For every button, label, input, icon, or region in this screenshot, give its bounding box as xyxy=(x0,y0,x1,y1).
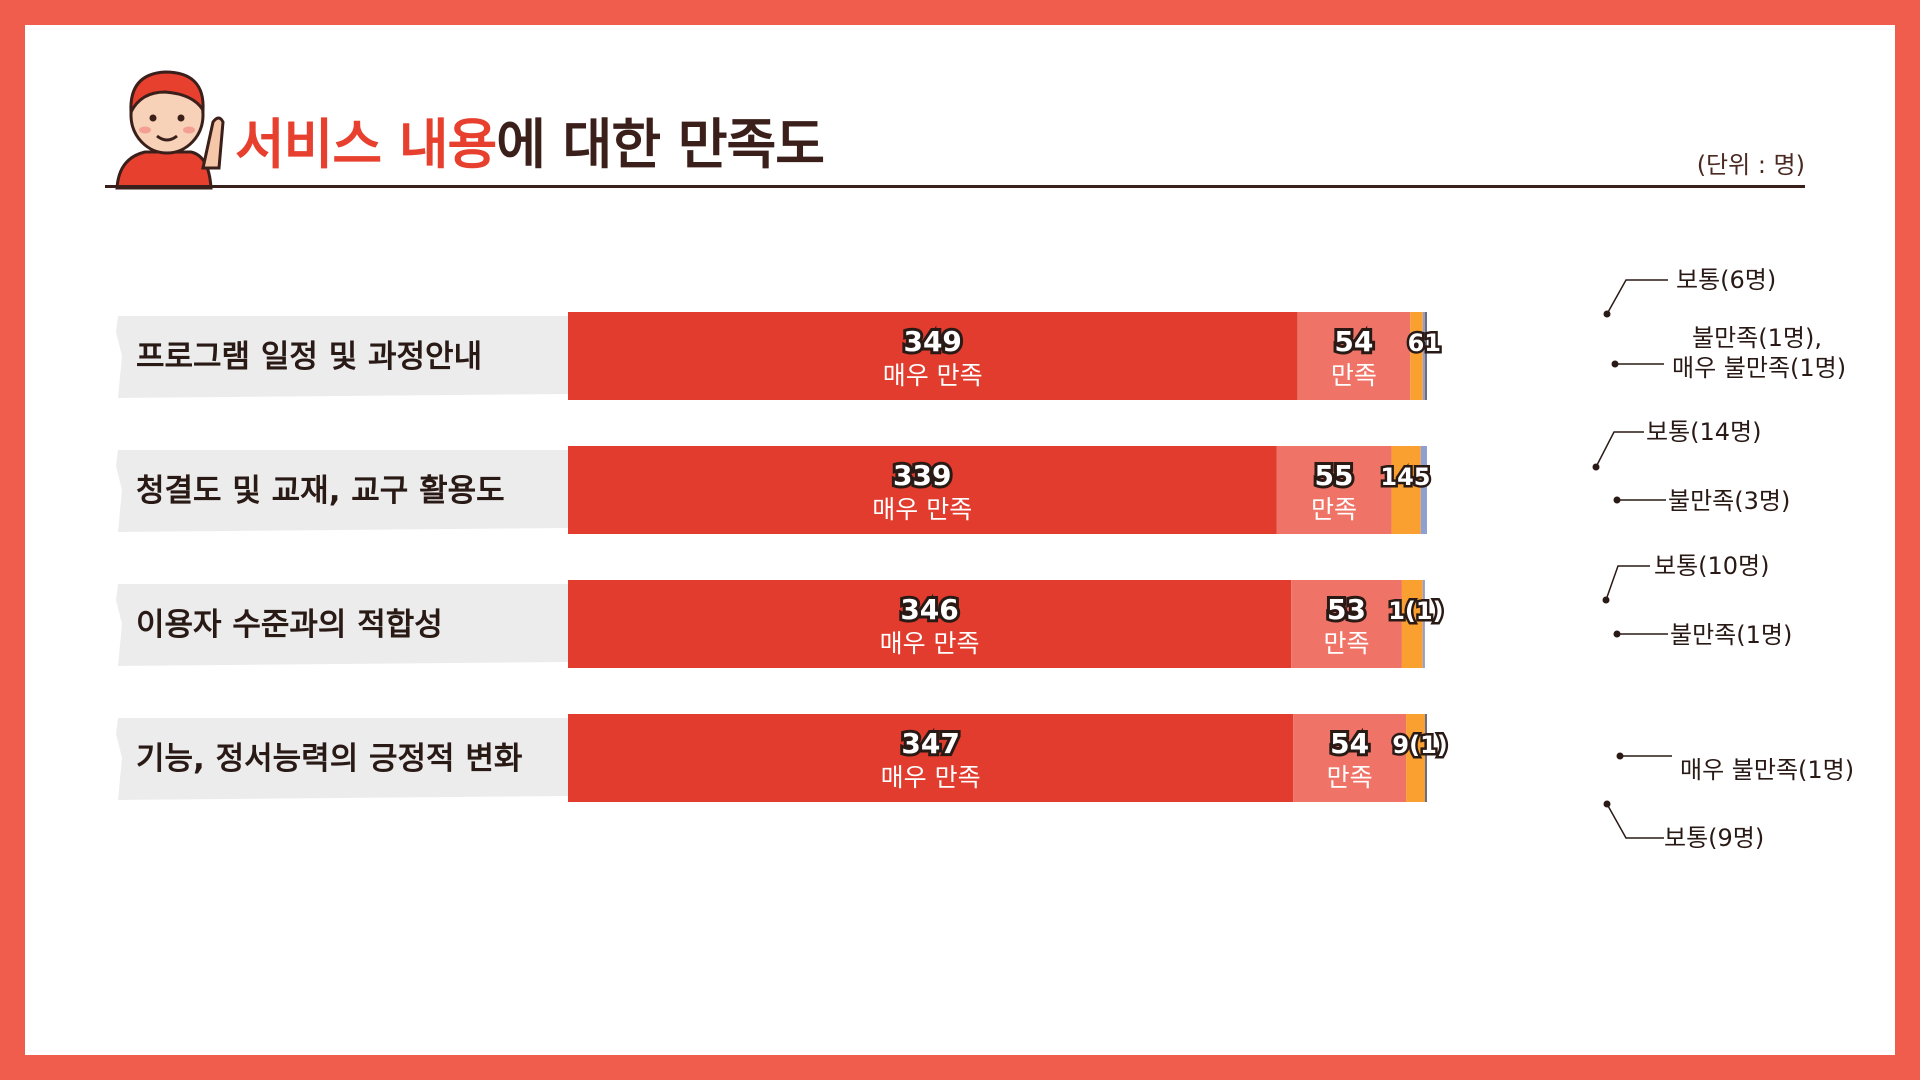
category-label: 기능, 정서능력의 긍정적 변화 xyxy=(136,741,523,777)
callout-label: 불만족(3명) xyxy=(1668,487,1790,515)
callout-line xyxy=(1606,279,1668,315)
callout-line xyxy=(1595,431,1644,468)
callout-label: 매우 불만족(1명) xyxy=(1680,756,1854,784)
bar-segment-1 xyxy=(1276,446,1392,534)
series-label: 만족 xyxy=(1324,629,1370,658)
callout-label: 불만족(1명), xyxy=(1692,324,1822,352)
category-tag xyxy=(116,450,568,532)
value-label: 53 xyxy=(1327,593,1366,626)
category-tag xyxy=(116,584,568,666)
unit-label: (단위 : 명) xyxy=(1696,151,1805,179)
category-tag xyxy=(116,316,568,398)
callout-label: 불만족(1명) xyxy=(1670,621,1792,649)
bar-segment-4 xyxy=(1424,714,1427,802)
value-label: 55 xyxy=(1315,459,1354,492)
series-label: 만족 xyxy=(1331,361,1377,390)
small-value-label: 9(1) xyxy=(1392,731,1447,759)
bar-segment-3 xyxy=(1420,446,1427,534)
value-label: 54 xyxy=(1330,727,1369,760)
bar-segment-3 xyxy=(1422,312,1425,400)
callout-label: 매우 불만족(1명) xyxy=(1672,354,1846,382)
boy-avatar-icon xyxy=(115,70,225,190)
bar-segment-2 xyxy=(1391,446,1421,534)
bar-segment-1 xyxy=(1291,580,1402,668)
bar-segment-0 xyxy=(568,714,1294,802)
bar-segment-0 xyxy=(568,312,1298,400)
category-label: 프로그램 일정 및 과정안내 xyxy=(136,339,482,375)
callout-label: 보통(14명) xyxy=(1646,418,1762,446)
series-label: 매우 만족 xyxy=(872,495,972,524)
small-value-label: 145 xyxy=(1380,463,1430,491)
small-value-label: 61 xyxy=(1408,329,1441,357)
bar-segment-1 xyxy=(1293,714,1407,802)
value-label: 54 xyxy=(1334,325,1373,358)
series-label: 만족 xyxy=(1327,763,1373,792)
title-highlight: 서비스 내용 xyxy=(235,113,497,176)
title-rest: 에 대한 만족도 xyxy=(496,113,825,176)
series-label: 매우 만족 xyxy=(881,763,981,792)
small-value-label: 1(1) xyxy=(1388,597,1443,625)
bar-segment-2 xyxy=(1401,580,1423,668)
value-label: 347 xyxy=(901,727,959,760)
category-label: 청결도 및 교재, 교구 활용도 xyxy=(136,473,505,509)
callout-line xyxy=(1606,803,1664,839)
header: 서비스 내용에 대한 만족도 (단위 : 명) xyxy=(105,60,1805,190)
page-title: 서비스 내용에 대한 만족도 xyxy=(235,100,825,179)
bar-segment-0 xyxy=(568,580,1292,668)
bar-segment-3 xyxy=(1422,580,1425,668)
value-label: 339 xyxy=(893,459,951,492)
callout-label: 보통(9명) xyxy=(1664,824,1764,852)
callout-label: 보통(6명) xyxy=(1676,266,1776,294)
category-label: 이용자 수준과의 적합성 xyxy=(136,607,443,643)
series-label: 매우 만족 xyxy=(880,629,980,658)
category-tag xyxy=(116,718,568,800)
series-label: 매우 만족 xyxy=(883,361,983,390)
bar-segment-2 xyxy=(1406,714,1425,802)
bar-segment-1 xyxy=(1297,312,1411,400)
bar-segment-0 xyxy=(568,446,1277,534)
bar-segment-2 xyxy=(1410,312,1423,400)
callout-label: 보통(10명) xyxy=(1654,552,1770,580)
value-label: 346 xyxy=(900,593,958,626)
value-label: 349 xyxy=(903,325,961,358)
slide-card xyxy=(25,25,1895,1055)
bar-segment-4 xyxy=(1424,312,1427,400)
series-label: 만족 xyxy=(1311,495,1357,524)
callout-line xyxy=(1605,565,1650,601)
title-underline xyxy=(105,185,1805,188)
